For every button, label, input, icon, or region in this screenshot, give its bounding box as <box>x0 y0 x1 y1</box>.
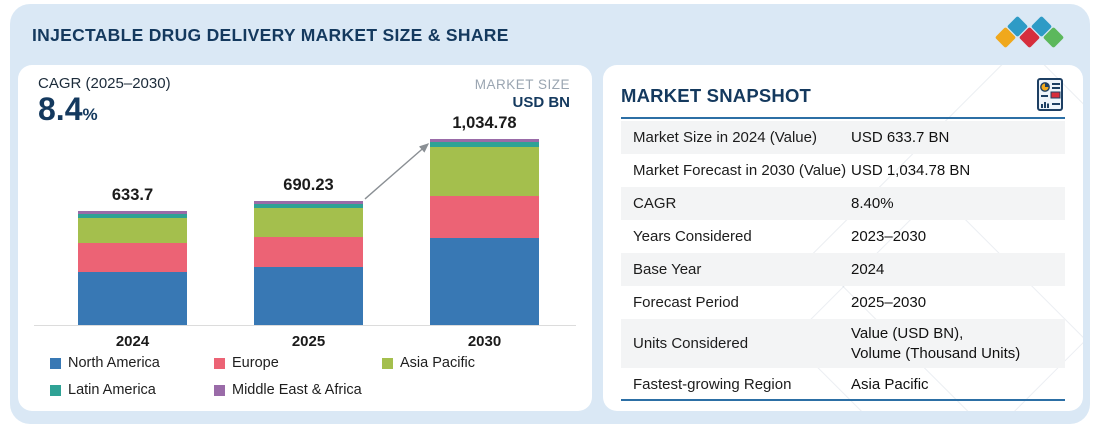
segment-asia-pacific <box>430 147 539 197</box>
row-value: 8.40% <box>851 194 894 212</box>
market-snapshot-panel: MARKET SNAPSHOT Market Size in 20 <box>603 65 1083 411</box>
x-axis-tick-label: 2030 <box>467 333 502 350</box>
segment-middle-east-africa <box>78 211 187 215</box>
legend-item-middle-east-africa: Middle East & Africa <box>214 382 382 398</box>
bar-total-label: 633.7 <box>111 186 154 205</box>
x-axis-tick-label: 2024 <box>115 333 150 350</box>
segment-europe <box>430 196 539 239</box>
axis-note: MARKET SIZE USD BN <box>475 77 570 111</box>
legend-item-north-america: North America <box>50 355 214 371</box>
row-value: USD 633.7 BN <box>851 128 950 146</box>
table-row: CAGR 8.40% <box>621 187 1065 220</box>
row-value: 2024 <box>851 260 885 278</box>
x-axis-line <box>34 325 576 326</box>
segment-asia-pacific <box>78 217 187 244</box>
row-value: Asia Pacific <box>851 375 929 393</box>
row-label: Market Size in 2024 (Value) <box>633 129 817 146</box>
row-value: USD 1,034.78 BN <box>851 161 971 179</box>
legend-label: Latin America <box>68 382 156 398</box>
row-label: Market Forecast in 2030 (Value) <box>633 162 847 179</box>
segment-north-america <box>78 271 187 325</box>
bar-total-label: 1,034.78 <box>452 114 517 132</box>
row-label: Base Year <box>633 261 702 278</box>
legend-swatch-icon <box>50 384 61 396</box>
table-row: Market Forecast in 2030 (Value) USD 1,034… <box>621 154 1065 187</box>
stacked-bar-2024 <box>78 211 187 325</box>
table-row: Years Considered 2023–2030 <box>621 220 1065 253</box>
segment-latin-america <box>78 214 187 218</box>
row-label: Units Considered <box>633 335 749 352</box>
row-label: Years Considered <box>633 228 752 245</box>
stacked-bar-2030 <box>430 139 539 325</box>
legend-item-europe: Europe <box>214 355 382 371</box>
cagr-value: 8.4% <box>38 91 171 127</box>
row-value: 2023–2030 <box>851 227 927 245</box>
cagr-number: 8.4 <box>38 91 83 127</box>
legend-swatch-icon <box>214 384 225 396</box>
table-row: Units Considered Value (USD BN), Volume (T… <box>621 319 1065 368</box>
table-row: Base Year 2024 <box>621 253 1065 286</box>
chart-legend: North America Europe Asia Pacific Latin Ame… <box>50 355 475 398</box>
row-label: Fastest-growing Region <box>633 376 792 393</box>
segment-north-america <box>254 266 363 325</box>
row-value: Value (USD BN), Volume (Thousand Units) <box>851 325 1021 362</box>
row-value: 2025–2030 <box>851 293 927 311</box>
table-row: Forecast Period 2025–2030 <box>621 286 1065 319</box>
legend-swatch-icon <box>382 357 393 369</box>
report-document-icon <box>1035 77 1065 118</box>
stacked-bar-2025 <box>254 200 363 325</box>
brand-logo-icon <box>994 15 1065 50</box>
row-label: CAGR <box>633 195 677 212</box>
infographic-card: INJECTABLE DRUG DELIVERY MARKET SIZE & S… <box>10 4 1090 424</box>
x-axis-tick-label: 2025 <box>291 333 326 350</box>
legend-label: Europe <box>232 355 279 371</box>
legend-label: North America <box>68 355 160 371</box>
page-title: INJECTABLE DRUG DELIVERY MARKET SIZE & S… <box>32 25 509 45</box>
card-header: INJECTABLE DRUG DELIVERY MARKET SIZE & S… <box>10 4 1090 62</box>
divider <box>621 117 1065 119</box>
snapshot-title: MARKET SNAPSHOT <box>621 85 812 106</box>
legend-label: Middle East & Africa <box>232 382 362 398</box>
axis-note-market-size: MARKET SIZE <box>474 77 570 92</box>
stacked-bar-chart: 633.7 2024 690.23 2025 1,034.78 2030 <box>34 65 576 350</box>
cagr-block: CAGR (2025–2030) 8.4% <box>38 75 171 127</box>
segment-middle-east-africa <box>254 200 363 205</box>
legend-label: Asia Pacific <box>400 355 475 371</box>
segment-asia-pacific <box>254 208 363 237</box>
segment-latin-america <box>430 142 539 148</box>
axis-note-usd-bn: USD BN <box>512 94 570 111</box>
legend-swatch-icon <box>214 357 225 369</box>
segment-europe <box>78 243 187 272</box>
segment-europe <box>254 236 363 267</box>
divider <box>621 399 1065 401</box>
cagr-label: CAGR (2025–2030) <box>38 75 171 92</box>
bar-total-label: 690.23 <box>283 175 334 194</box>
segment-middle-east-africa <box>430 139 539 143</box>
row-label: Forecast Period <box>633 294 739 311</box>
chart-panel: CAGR (2025–2030) 8.4% MARKET SIZE USD BN… <box>18 65 592 411</box>
table-row: Market Size in 2024 (Value) USD 633.7 BN <box>621 121 1065 154</box>
legend-item-latin-america: Latin America <box>50 382 214 398</box>
segment-latin-america <box>254 204 363 209</box>
cagr-percent-sign: % <box>82 105 98 124</box>
legend-swatch-icon <box>50 357 61 369</box>
segment-north-america <box>430 238 539 325</box>
legend-item-asia-pacific: Asia Pacific <box>382 355 475 371</box>
snapshot-header: MARKET SNAPSHOT <box>621 77 1065 113</box>
table-row: Fastest-growing Region Asia Pacific <box>621 368 1065 401</box>
snapshot-table: Market Size in 2024 (Value) USD 633.7 BN M… <box>621 121 1065 401</box>
